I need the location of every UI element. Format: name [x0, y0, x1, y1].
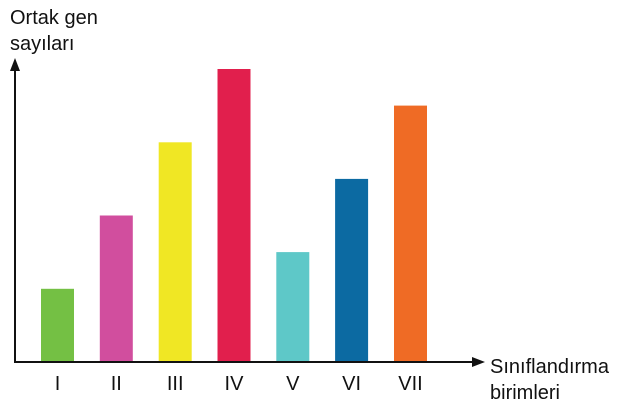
bar-III: [158, 142, 192, 363]
x-tick-labels: I II III IV V VI VII: [55, 373, 423, 395]
bar-V: [276, 252, 310, 362]
x-tick-label-II: II: [111, 373, 122, 395]
bar-VII: [394, 105, 427, 362]
x-tick-label-I: I: [55, 373, 61, 395]
y-axis-arrow-icon: [10, 58, 20, 71]
bar-VI: [335, 178, 369, 362]
bars-group: [41, 69, 427, 363]
x-tick-label-VI: VI: [342, 373, 361, 395]
y-axis-label-line-1: Ortak gen: [10, 7, 98, 29]
bar-IV: [217, 69, 251, 362]
x-axis-arrow-icon: [472, 357, 485, 367]
x-tick-label-IV: IV: [225, 373, 245, 395]
x-tick-label-V: V: [286, 373, 300, 395]
x-axis-label: Sınıflandırma birimleri: [490, 355, 609, 407]
bar-II: [99, 215, 133, 362]
y-axis-label: Ortak gen sayıları: [10, 6, 98, 58]
x-axis-label-line-2: birimleri: [490, 382, 560, 404]
x-axis-label-line-1: Sınıflandırma: [490, 356, 609, 378]
y-axis-label-line-2: sayıları: [10, 33, 75, 55]
bar-I: [41, 288, 74, 363]
x-tick-label-III: III: [167, 373, 184, 395]
x-tick-label-VII: VII: [398, 373, 422, 395]
